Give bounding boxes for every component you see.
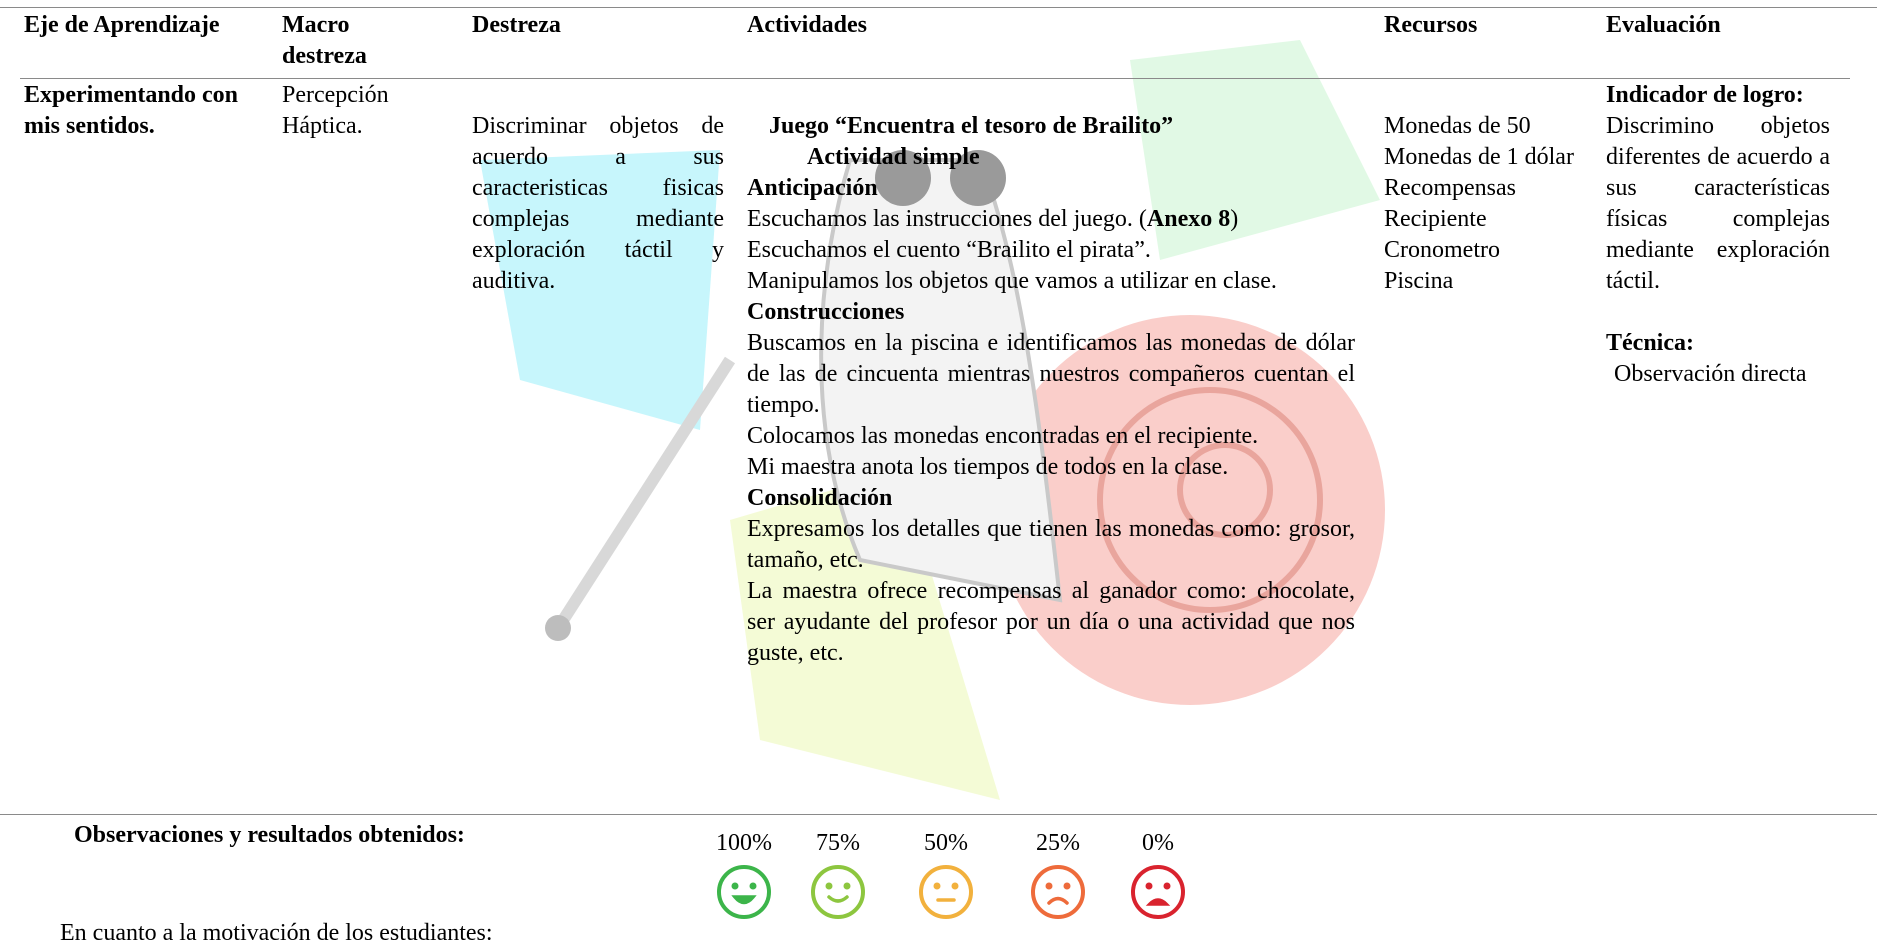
watermark-shape [480, 150, 720, 430]
activity-item: Mi maestra anota los tiempos de todos en… [747, 454, 1229, 480]
header-cell: Macro destreza [282, 12, 367, 69]
watermark-body [819, 158, 1063, 603]
header-cell: Actividades [747, 12, 867, 38]
activity-item: Colocamos las monedas encontradas en el … [747, 423, 1259, 449]
actividades-cell: Juego “Encuentra el tesoro de Brailito” … [747, 111, 1355, 669]
watermark-shape [1130, 40, 1380, 260]
scale-label: 25% [1036, 830, 1080, 856]
scale-label: 100% [716, 830, 772, 856]
watermark-cane [554, 356, 736, 629]
eval-text: Discrimino objetos diferentes de acuerdo… [1606, 113, 1830, 294]
activity-item: La maestra ofrece recompensas al ganador… [747, 578, 1355, 666]
face-icon [1131, 865, 1185, 919]
eje-cell: Experimentando con mis sentidos. [24, 82, 239, 139]
eval-text: Observación directa [1614, 361, 1807, 387]
scale-label: 0% [1142, 830, 1174, 856]
activity-item: Escuchamos el cuento “Brailito el pirata… [747, 237, 1151, 263]
header-cell: Evaluación [1606, 12, 1721, 38]
watermark-shell [995, 315, 1385, 705]
table-top-rule [0, 7, 1877, 8]
section-heading: Construcciones [747, 299, 905, 325]
watermark-eye [875, 150, 931, 206]
watermark-eye [950, 150, 1006, 206]
activity-item: Expresamos los detalles que tienen las m… [747, 516, 1355, 573]
header-cell: Eje de Aprendizaje [24, 12, 220, 38]
section-heading: Consolidación [747, 485, 893, 511]
scale-label: 75% [816, 830, 860, 856]
resource: Recipiente [1384, 206, 1487, 232]
resource: Monedas de 50 [1384, 113, 1531, 139]
recursos-cell: Monedas de 50 Monedas de 1 dólar Recompe… [1384, 111, 1576, 297]
eval-heading: Indicador de logro: [1606, 82, 1804, 108]
face-icon [1031, 865, 1085, 919]
header-cell: Destreza [472, 12, 561, 38]
evaluacion-cell: Indicador de logro: Discrimino objetos d… [1606, 80, 1830, 390]
section-heading: Anticipación [747, 175, 878, 201]
resource: Monedas de 1 dólar [1384, 144, 1574, 170]
face-icon [717, 865, 771, 919]
face-icon [919, 865, 973, 919]
watermark-shape [730, 470, 1000, 800]
eval-heading: Técnica: [1606, 330, 1694, 356]
resource: Piscina [1384, 268, 1454, 294]
header-rule [20, 78, 1850, 79]
spacer [1606, 297, 1830, 328]
text: Escuchamos las instrucciones del juego. … [747, 206, 1147, 232]
header-cell: Recursos [1384, 12, 1478, 38]
observations-title: Observaciones y resultados obtenidos: [74, 822, 465, 848]
destreza-cell: Discriminar objetos de acuerdo a sus car… [472, 113, 724, 294]
text: ) [1230, 206, 1239, 232]
activity-item: Manipulamos los objetos que vamos a util… [747, 268, 1277, 294]
text: Anexo 8 [1146, 206, 1231, 232]
activity-item: Escuchamos las instrucciones del juego. … [747, 204, 1355, 235]
watermark-spiral [1097, 387, 1323, 613]
watermark-cane-tip [545, 615, 571, 641]
resource: Cronometro [1384, 237, 1500, 263]
macro-cell: Percepción Háptica. [282, 82, 389, 139]
watermark-spiral [1177, 442, 1273, 538]
observations-question: En cuanto a la motivación de los estudia… [60, 920, 493, 946]
bottom-rule [0, 814, 1877, 815]
activity-item: Buscamos en la piscina e identificamos l… [747, 330, 1355, 418]
activity-title: Juego “Encuentra el tesoro de Brailito” [769, 113, 1174, 139]
scale-label: 50% [924, 830, 968, 856]
face-icon [811, 865, 865, 919]
resource: Recompensas [1384, 175, 1516, 201]
activity-subtitle: Actividad simple [807, 144, 980, 170]
